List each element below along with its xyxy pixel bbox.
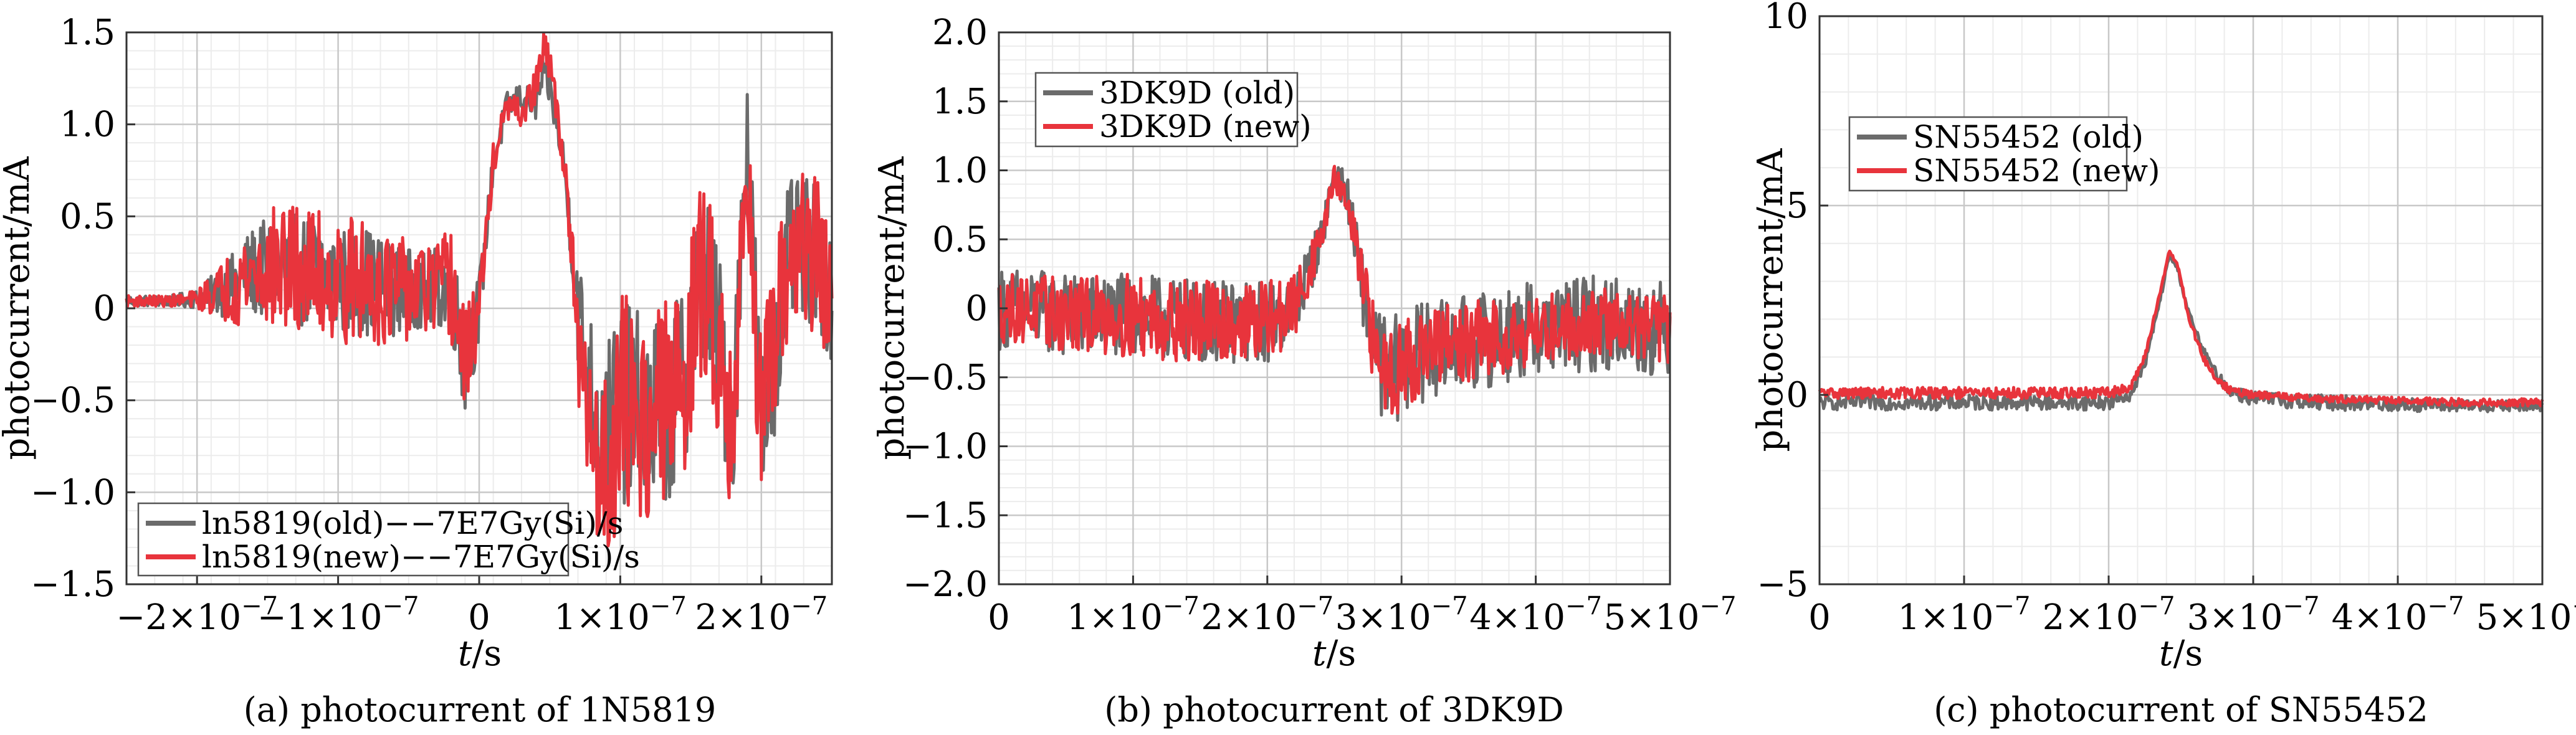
major-grid (1818, 15, 2544, 586)
x-axis-label: t/s (458, 633, 502, 674)
legend: ln5819(old)−−7E7Gy(Si)/sln5819(new)−−7E7… (137, 502, 640, 577)
series-line-new (997, 164, 1672, 415)
x-tick-label: 2×10−7 (695, 592, 828, 638)
y-axis-label: photocurrent/mA (1750, 148, 1791, 452)
x-axis-label: t/s (2159, 633, 2203, 674)
x-tick-label: 1×10−7 (1898, 592, 2031, 638)
x-tick-label: −2×10−7 (116, 592, 278, 638)
y-tick-label: 2.0 (932, 12, 988, 53)
x-tick-label: 2×10−7 (1201, 592, 1333, 638)
legend-entry: 3DK9D (new) (1099, 108, 1312, 145)
y-tick-label: 0 (1786, 375, 1808, 415)
x-tick-label: 1×10−7 (1067, 592, 1200, 638)
minor-grid (1819, 16, 2543, 585)
y-tick-label: 1.0 (932, 151, 988, 191)
x-tick-label: 0 (988, 597, 1010, 638)
series-line-new (1818, 249, 2544, 408)
series-line-new (125, 32, 834, 548)
y-tick-label: 0.5 (60, 196, 115, 237)
chart-sn55452: 01×10−72×10−73×10−74×10−75×10−7−50510pho… (1750, 0, 2576, 729)
y-tick-label: −2.0 (903, 564, 988, 605)
x-tick-label: 0 (1808, 597, 1831, 638)
y-tick-label: −1.0 (903, 427, 988, 467)
y-tick-label: −1.0 (31, 472, 115, 513)
x-tick-label: 3×10−7 (1335, 592, 1468, 638)
legend-entry: ln5819(new)−−7E7Gy(Si)/s (202, 539, 640, 575)
x-tick-label: 4×10−7 (2332, 592, 2464, 638)
legend: SN55452 (old)SN55452 (new) (1848, 116, 2160, 192)
chart-caption: (b) photocurrent of 3DK9D (1104, 690, 1564, 729)
y-tick-label: 10 (1764, 0, 1808, 37)
x-tick-label: 2×10−7 (2043, 592, 2175, 638)
y-tick-label: −1.5 (903, 495, 988, 536)
y-tick-label: 1.0 (60, 105, 115, 145)
y-tick-label: 5 (1786, 186, 1808, 226)
y-tick-label: −1.5 (31, 564, 115, 605)
legend-entry: SN55452 (new) (1913, 153, 2160, 189)
legend-entry: 3DK9D (old) (1099, 75, 1295, 111)
chart-caption: (c) photocurrent of SN55452 (1934, 690, 2428, 729)
x-tick-label: 4×10−7 (1469, 592, 1602, 638)
y-axis-label: photocurrent/mA (872, 156, 912, 460)
x-tick-label: 3×10−7 (2187, 592, 2320, 638)
x-tick-label: 1×10−7 (554, 592, 687, 638)
legend: 3DK9D (old)3DK9D (new) (1034, 72, 1312, 148)
x-tick-label: 5×10−7 (2476, 592, 2576, 638)
y-tick-label: 1.5 (932, 82, 988, 122)
y-tick-label: −0.5 (31, 381, 115, 421)
y-axis-label: photocurrent/mA (0, 156, 37, 460)
x-axis-label: t/s (1312, 633, 1356, 674)
y-tick-label: 0 (965, 288, 988, 329)
chart-caption: (a) photocurrent of 1N5819 (244, 690, 717, 729)
y-tick-label: 0.5 (932, 219, 988, 260)
chart-1n5819: −2×10−7−1×10−7 0 1×10−7 2×10−7 −1.5 −1.0 −0.5 0… (0, 12, 834, 729)
y-tick-label: 1.5 (60, 12, 115, 53)
y-tick-label: 0 (93, 288, 115, 329)
y-tick-label: −0.5 (903, 358, 988, 398)
x-tick-label: −1×10−7 (257, 592, 419, 638)
legend-entry: ln5819(old)−−7E7Gy(Si)/s (202, 505, 623, 541)
legend-entry: SN55452 (old) (1913, 119, 2144, 155)
chart-3dk9d: 0 1×10−7 2×10−7 3×10−7 4×10−7 5×10−7 −2.0 −1.5 −… (872, 12, 1736, 729)
x-tick-label: 0 (468, 597, 490, 638)
x-tick-label: 5×10−7 (1604, 592, 1737, 638)
y-tick-label: −5 (1757, 564, 1808, 605)
plot-frame (1818, 15, 2544, 586)
